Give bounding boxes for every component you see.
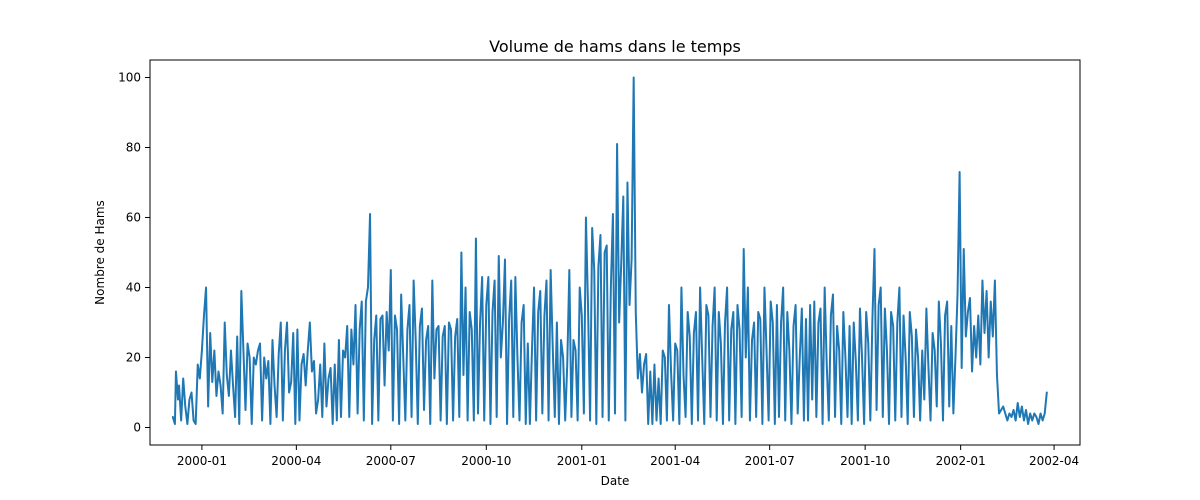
x-tick-label: 2001-04 bbox=[650, 454, 700, 468]
x-tick-label: 2000-07 bbox=[366, 454, 416, 468]
x-tick-label: 2000-10 bbox=[461, 454, 511, 468]
y-tick-label: 80 bbox=[126, 141, 141, 155]
x-axis: 2000-01 2000-04 2000-07 2000-10 2001-01 2001-… bbox=[177, 445, 1079, 468]
chart-title: Volume de hams dans le temps bbox=[489, 37, 741, 56]
y-tick-label: 0 bbox=[133, 421, 141, 435]
x-tick-label: 2000-01 bbox=[177, 454, 227, 468]
y-axis-label: Nombre de Hams bbox=[93, 200, 107, 305]
x-tick-label: 2001-07 bbox=[745, 454, 795, 468]
x-tick-label: 2002-04 bbox=[1029, 454, 1079, 468]
x-tick-label: 2000-04 bbox=[271, 454, 321, 468]
x-tick-label: 2001-10 bbox=[840, 454, 890, 468]
series-line bbox=[171, 76, 1048, 425]
y-tick-label: 60 bbox=[126, 211, 141, 225]
y-tick-label: 100 bbox=[118, 71, 141, 85]
x-axis-label: Date bbox=[601, 474, 630, 488]
y-tick-label: 40 bbox=[126, 281, 141, 295]
plot-area bbox=[171, 76, 1048, 425]
y-axis: 0 20 40 60 80 100 bbox=[118, 71, 150, 435]
y-tick-label: 20 bbox=[126, 351, 141, 365]
x-tick-label: 2002-01 bbox=[936, 454, 986, 468]
x-tick-label: 2001-01 bbox=[557, 454, 607, 468]
plot-frame bbox=[149, 59, 1081, 446]
